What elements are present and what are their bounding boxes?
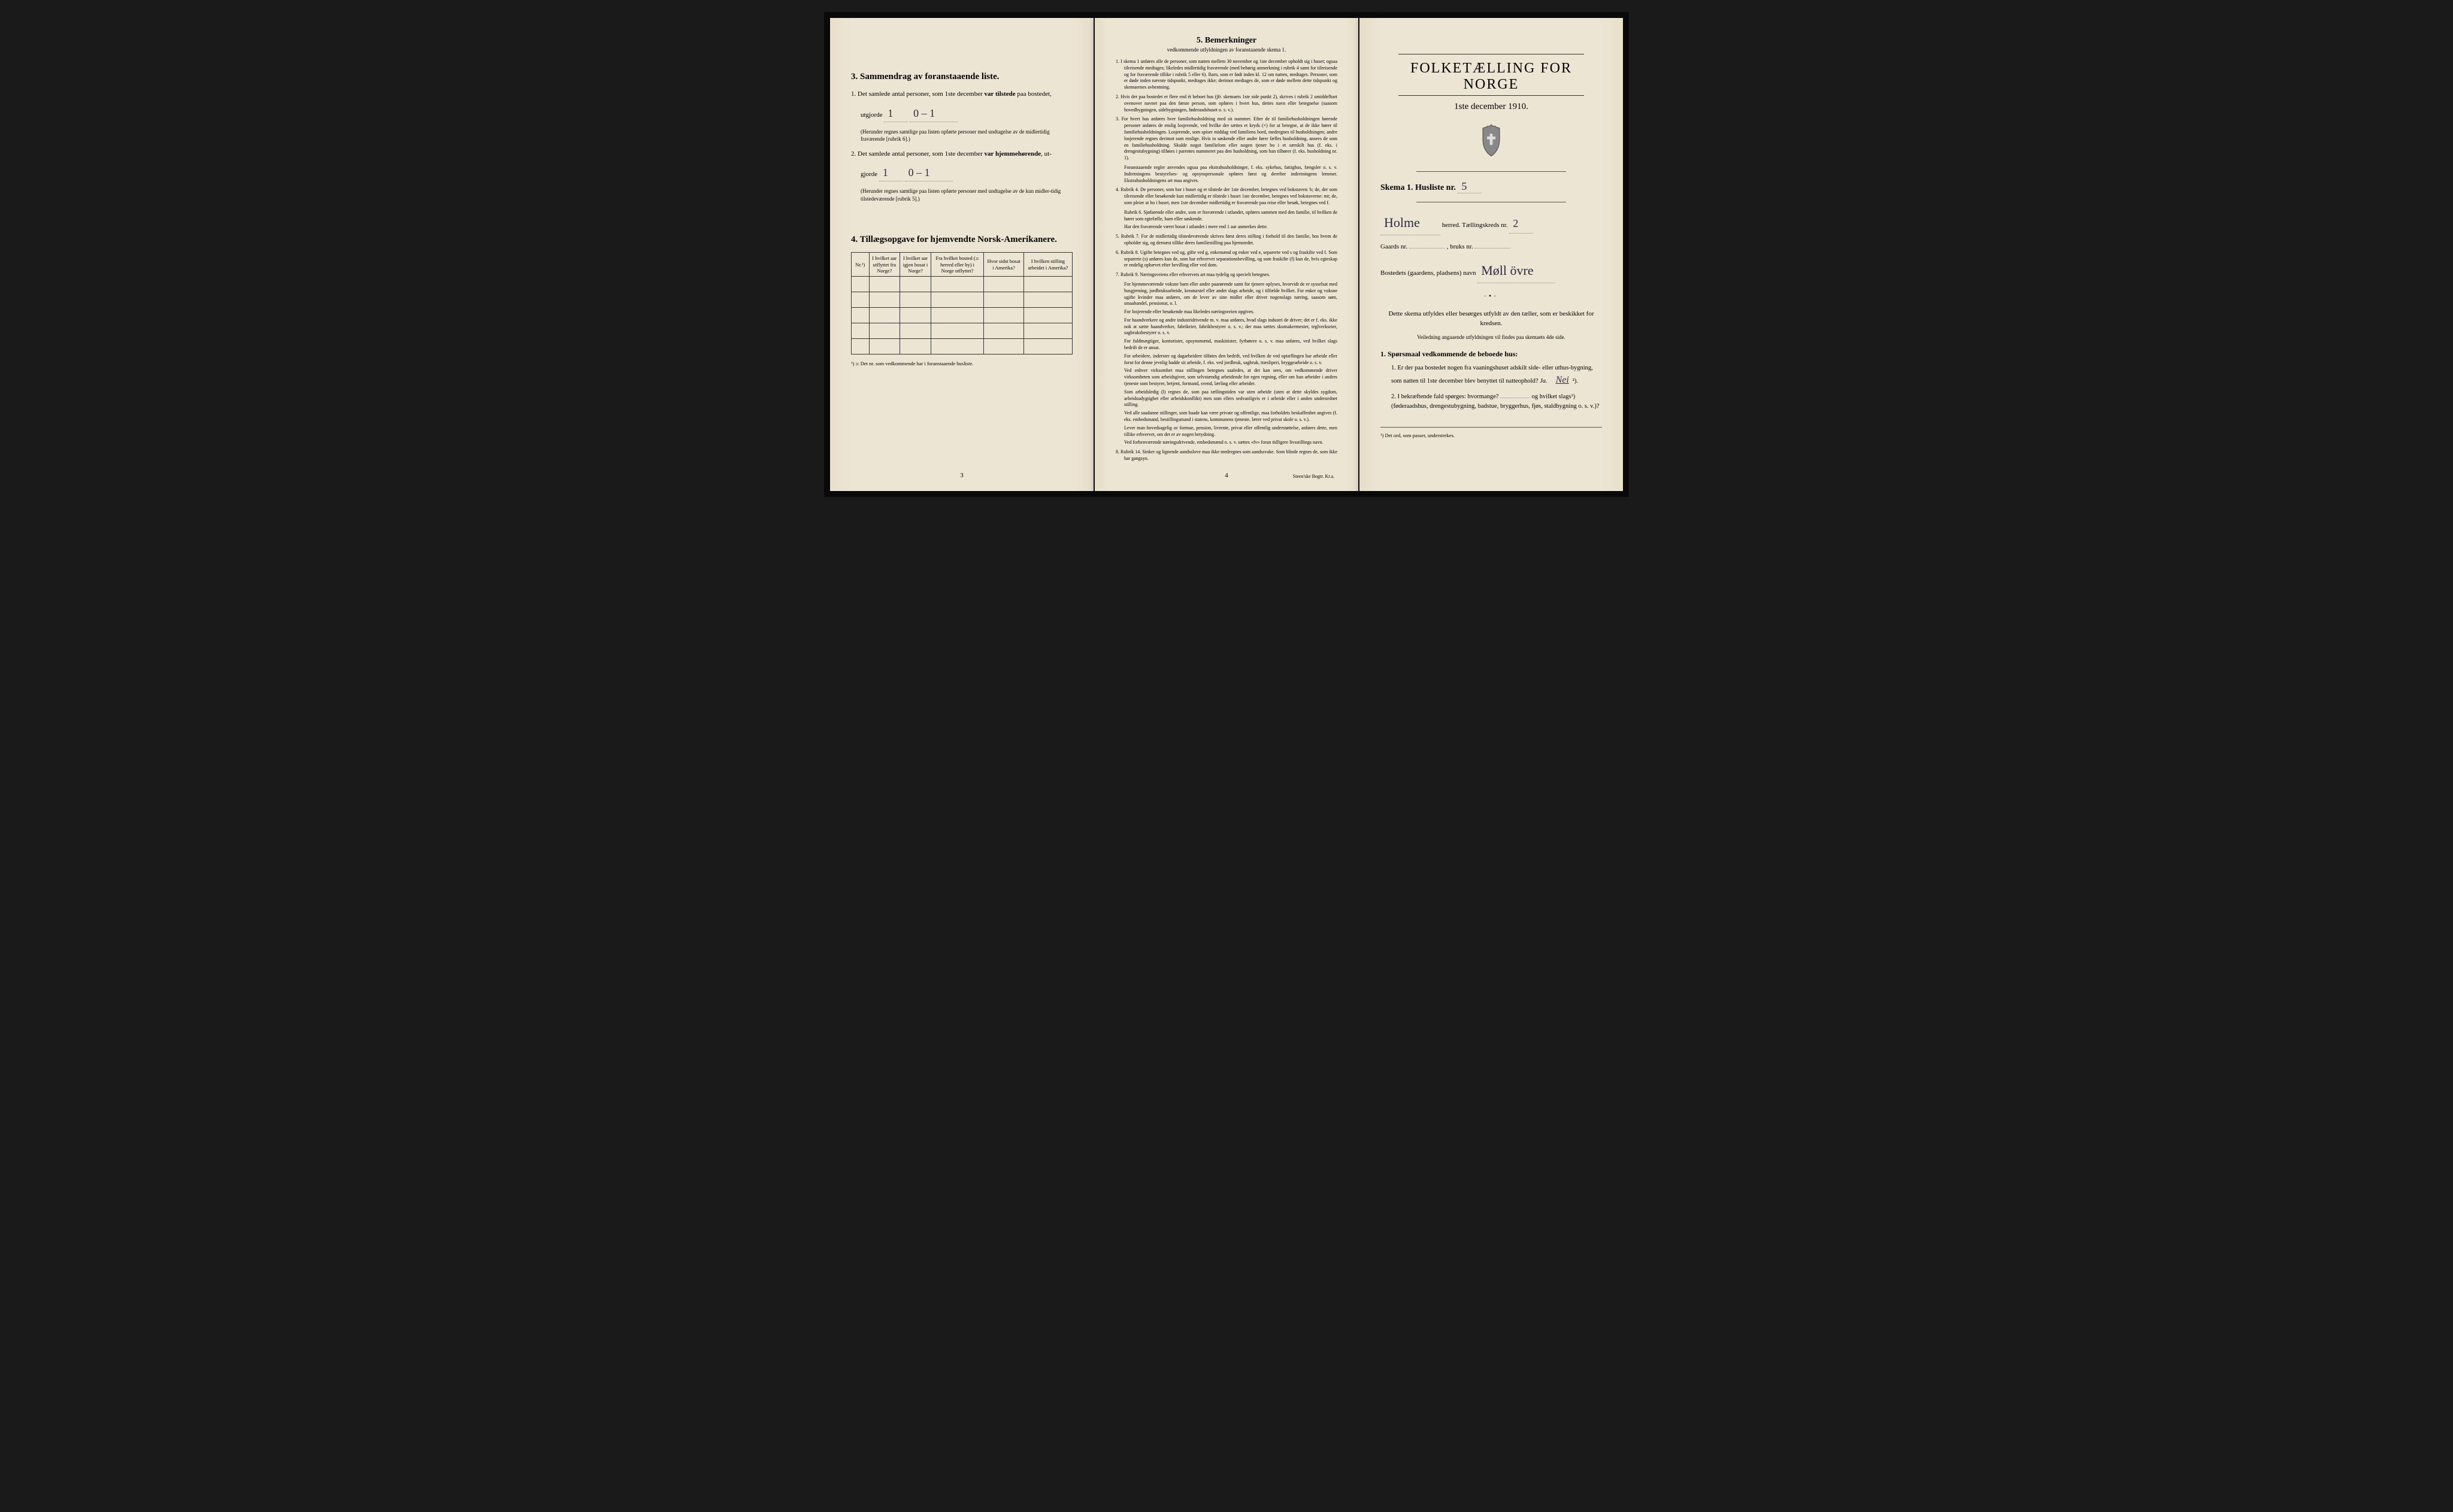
table-body [852, 276, 1073, 354]
q1-ja: Ja. [1540, 378, 1547, 384]
col-stilling: I hvilken stilling arbeidet i Amerika? [1023, 253, 1072, 277]
remark-2: 2. Hvis der paa bostedet er flere end ét… [1116, 94, 1337, 113]
bosted-label: Bostedets (gaardens, pladsens) navn [1380, 269, 1476, 277]
remark-4: 4. Rubrik 4. De personer, som bor i huse… [1116, 187, 1337, 206]
amerikanere-table: Nr.¹) I hvilket aar utflyttet fra Norge?… [851, 252, 1073, 354]
remark-7-sub9: Lever man hovedsagelig av formue, pensio… [1124, 425, 1337, 438]
remark-7-sub3: For haandverkere og andre industridriven… [1124, 317, 1337, 337]
gaards-label: Gaards nr. [1380, 243, 1407, 250]
item2-line2: gjorde 1 0 – 1 [861, 165, 1073, 181]
remark-6: 6. Rubrik 8. Ugifte betegnes ved ug, gif… [1116, 250, 1337, 269]
item2-pre: 2. Det samlede antal personer, som 1ste … [851, 150, 985, 157]
remark-8: 8. Rubrik 14. Sinker og lignende aandssl… [1116, 449, 1337, 462]
skema-label: Skema 1. Husliste nr. [1380, 183, 1456, 192]
gaards-line: Gaards nr. , bruks nr. [1380, 241, 1602, 253]
footnote-rule [1380, 427, 1602, 428]
item1-bold: var tilstede [985, 90, 1016, 98]
col-utflyttet: I hvilket aar utflyttet fra Norge? [869, 253, 900, 277]
section-4-heading: 4. Tillægsopgave for hjemvendte Norsk-Am… [851, 235, 1073, 245]
item-2: 2. Det samlede antal personer, som 1ste … [851, 149, 1073, 159]
main-title: FOLKETÆLLING FOR NORGE [1380, 60, 1602, 93]
question-2: 2. I bekræftende fald spørges: hvormange… [1391, 392, 1602, 411]
col-frabosted: Fra hvilket bosted (ɔ: herred eller by) … [931, 253, 984, 277]
col-amerika: Hvor sidst bosat i Amerika? [984, 253, 1023, 277]
value-2b: 0 – 1 [905, 165, 953, 181]
remarks-subtitle: vedkommende utfyldningen av foranstaaend… [1116, 47, 1337, 53]
remark-7-sub4: For fuldmægtiger, kontorister, opsynsmæn… [1124, 338, 1337, 352]
bruks-label: , bruks nr. [1447, 243, 1473, 250]
item1-post: paa bostedet, [1016, 90, 1052, 98]
table-row [852, 338, 1073, 354]
subtitle: 1ste december 1910. [1380, 102, 1602, 112]
ornament-icon: ·•· [1380, 292, 1602, 301]
col-bosat: I hvilket aar igjen bosat i Norge? [900, 253, 931, 277]
table-row [852, 307, 1073, 323]
remark-5: 5. Rubrik 7. For de midlertidig tilstede… [1116, 234, 1337, 247]
table-row [852, 292, 1073, 307]
q1-sup: ²). [1573, 378, 1578, 384]
utgjorde-label: utgjorde [861, 111, 883, 119]
item1-line2: utgjorde 1 0 – 1 [861, 105, 1073, 122]
table-footnote: ¹) ɔ: Det nr. som vedkommende har i fora… [851, 360, 1073, 366]
herred-value: Holme [1380, 211, 1440, 235]
remark-7-sub7: Som arbeidsledig (l) regnes de, som paa … [1124, 389, 1337, 408]
page-3: 3. Sammendrag av foranstaaende liste. 1.… [830, 18, 1094, 491]
remark-1: 1. I skema 1 anføres alle de personer, s… [1116, 59, 1337, 91]
value-1a: 1 [884, 105, 908, 122]
coat-of-arms-icon [1380, 124, 1602, 160]
remark-4-sub2: Har den fraværende været bosat i utlande… [1124, 224, 1337, 231]
page-4: 5. Bemerkninger vedkommende utfyldningen… [1095, 18, 1358, 491]
note-1: (Herunder regnes samtlige paa listen opf… [861, 128, 1073, 143]
value-1b: 0 – 1 [910, 105, 958, 122]
note-2: (Herunder regnes samtlige paa listen opf… [861, 187, 1073, 202]
remark-7-sub8: Ved alle saadanne stillinger, som baade … [1124, 410, 1337, 423]
section-3-heading: 3. Sammendrag av foranstaaende liste. [851, 72, 1073, 82]
right-footnote: ¹) Det ord, som passer, understrekes. [1380, 432, 1602, 438]
table-header-row: Nr.¹) I hvilket aar utflyttet fra Norge?… [852, 253, 1073, 277]
skema-line: Skema 1. Husliste nr. 5 [1380, 180, 1602, 193]
gaards-value [1409, 248, 1445, 249]
col-nr: Nr.¹) [852, 253, 870, 277]
kreds-nr: 2 [1509, 214, 1533, 234]
page-number-3: 3 [960, 472, 964, 479]
remark-7-sub6: Ved enhver virksomhet maa stillingen bet… [1124, 368, 1337, 387]
q2-text: 2. I bekræftende fald spørges: hvormange… [1391, 393, 1498, 400]
question-1: 1. Er der paa bostedet nogen fra vaaning… [1391, 363, 1602, 387]
bruks-value [1474, 248, 1510, 249]
remark-7: 7. Rubrik 9. Næringsveiens eller erhverv… [1116, 272, 1337, 278]
page-number-4: 4 [1225, 472, 1228, 479]
divider-1 [1416, 171, 1566, 172]
bosted-line: Bostedets (gaardens, pladsens) navn Møll… [1380, 259, 1602, 283]
rule-bottom [1398, 95, 1584, 96]
question-heading: 1. Spørsmaal vedkommende de beboede hus: [1380, 350, 1602, 359]
instruction-2: Veiledning angaaende utfyldningen vil fi… [1380, 334, 1602, 342]
remark-7-sub10: Ved forhenværende næringsdrivende, embed… [1124, 440, 1337, 446]
gjorde-label: gjorde [861, 171, 877, 178]
remark-4-sub1: Rubrik 6. Sjøfarende eller andre, som er… [1124, 210, 1337, 223]
remark-7-sub5: For arbeidere, inderster og dagarbeidere… [1124, 353, 1337, 366]
herred-label: herred. Tællingskreds nr. [1442, 222, 1508, 229]
husliste-nr: 5 [1458, 180, 1482, 193]
remark-3-sub: Foranstaaende regler anvendes ogsaa paa … [1124, 165, 1337, 184]
remark-7-sub1: For hjemmeværende voksne barn eller andr… [1124, 281, 1337, 307]
printer-credit: Steen'ske Bogtr. Kr.a. [1293, 474, 1334, 479]
page-title: FOLKETÆLLING FOR NORGE 1ste december 191… [1359, 18, 1623, 491]
bosted-value: Møll övre [1477, 259, 1555, 283]
herred-line: Holme herred. Tællingskreds nr. 2 [1380, 211, 1602, 235]
remark-3: 3. For hvert hus anføres hver familiehus… [1116, 116, 1337, 162]
item2-bold: var hjemmehørende [985, 150, 1041, 157]
item2-post: , ut- [1041, 150, 1052, 157]
q1-nei: Nei [1552, 373, 1573, 387]
document-spread: 3. Sammendrag av foranstaaende liste. 1.… [824, 12, 1629, 497]
remark-7-sub2: For losjerende eller besøkende maa likel… [1124, 309, 1337, 316]
item1-pre: 1. Det samlede antal personer, som 1ste … [851, 90, 985, 98]
table-row [852, 323, 1073, 338]
value-2a: 1 [879, 165, 903, 181]
item-1: 1. Det samlede antal personer, som 1ste … [851, 89, 1073, 99]
instruction-1: Dette skema utfyldes eller besørges utfy… [1380, 309, 1602, 329]
remarks-title: 5. Bemerkninger [1116, 36, 1337, 46]
table-row [852, 276, 1073, 292]
